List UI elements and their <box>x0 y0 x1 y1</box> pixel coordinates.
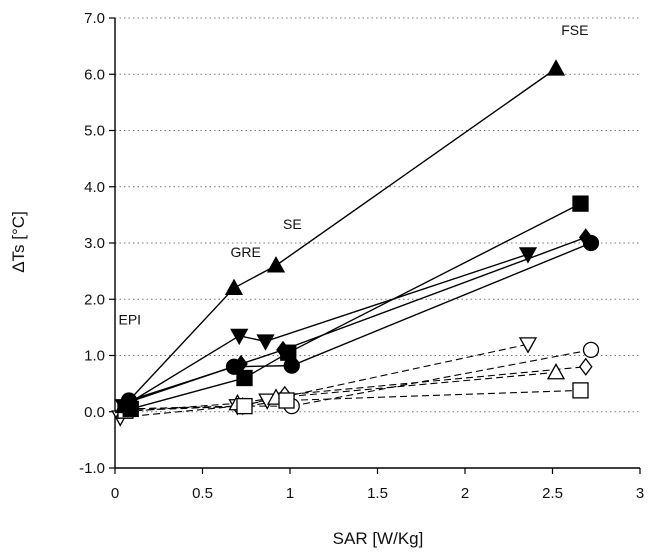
series-line <box>125 389 581 412</box>
y-tick-label: 0.0 <box>84 404 105 421</box>
triangle-down-marker <box>256 334 275 351</box>
x-tick-label: 2.5 <box>542 485 563 502</box>
y-tick-label: 1.0 <box>84 348 105 365</box>
annotation-label: FSE <box>561 22 588 38</box>
triangle-down-marker <box>518 247 538 264</box>
x-axis-label: SAR [W/Kg] <box>333 529 424 548</box>
circle-marker <box>120 392 138 409</box>
series-line <box>125 236 586 404</box>
square-marker <box>236 369 253 387</box>
square-marker <box>572 382 589 399</box>
annotation-label: GRE <box>231 244 261 260</box>
series-line <box>123 371 557 413</box>
y-axis-label: ΔTs [°C] <box>9 211 28 273</box>
tick-labels: -1.0 0.0 1.0 2.0 3.0 4.0 5.0 6.0 7.0 0 0.5 1 1.5 2 2.5… <box>79 10 644 502</box>
y-tick-label: 7.0 <box>84 10 105 27</box>
annotation-label: EPI <box>119 312 142 328</box>
annotations: FSE SE GRE EPI <box>119 22 589 328</box>
series-line <box>128 242 592 402</box>
diamond-marker <box>578 357 593 376</box>
triangle-up-marker <box>224 278 244 296</box>
square-marker <box>278 392 295 409</box>
x-tick-label: 1 <box>286 485 294 502</box>
triangle-up-marker <box>266 256 286 273</box>
square-marker <box>236 397 253 415</box>
square-marker <box>572 195 589 212</box>
x-tick-label: 0 <box>111 485 119 502</box>
triangle-up-marker <box>546 59 566 76</box>
series-line <box>127 366 586 410</box>
annotation-label: SE <box>283 216 302 232</box>
circle-marker <box>283 357 300 374</box>
y-tick-label: -1.0 <box>79 460 105 477</box>
y-tick-label: 2.0 <box>84 291 105 308</box>
diamond-marker <box>276 340 290 359</box>
x-tick-label: 3 <box>636 485 644 502</box>
triangle-up-marker <box>546 363 566 380</box>
y-tick-label: 3.0 <box>84 235 105 252</box>
y-tick-label: 6.0 <box>84 66 105 83</box>
y-tick-label: 5.0 <box>84 123 105 140</box>
series-line <box>130 203 581 410</box>
series-lines <box>120 68 592 418</box>
series-line <box>123 253 529 407</box>
series-markers <box>111 59 600 427</box>
circle-marker <box>582 234 600 252</box>
series-line <box>123 68 557 407</box>
gridlines <box>115 17 640 413</box>
y-tick-label: 4.0 <box>84 179 105 196</box>
x-tick-label: 1.5 <box>367 485 388 502</box>
x-tick-label: 2 <box>461 485 469 502</box>
triangle-down-marker <box>230 328 249 346</box>
axes <box>109 17 641 474</box>
circle-marker <box>582 341 600 359</box>
circle-marker <box>225 358 243 375</box>
x-tick-label: 0.5 <box>192 485 213 502</box>
triangle-down-marker <box>518 337 538 354</box>
